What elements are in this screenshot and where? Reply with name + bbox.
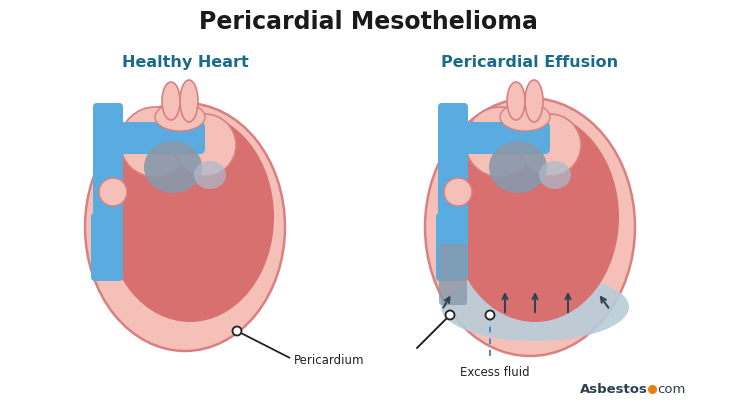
Ellipse shape	[539, 162, 571, 190]
Ellipse shape	[194, 162, 226, 190]
Ellipse shape	[489, 142, 547, 194]
Ellipse shape	[425, 99, 635, 356]
Ellipse shape	[507, 83, 525, 121]
Ellipse shape	[155, 104, 205, 132]
Ellipse shape	[525, 81, 543, 123]
Ellipse shape	[441, 273, 629, 341]
FancyBboxPatch shape	[439, 244, 467, 305]
Text: Pericardial Mesothelioma: Pericardial Mesothelioma	[199, 10, 537, 34]
Text: Asbestos: Asbestos	[580, 383, 648, 396]
Ellipse shape	[180, 81, 198, 123]
Circle shape	[486, 311, 495, 320]
FancyBboxPatch shape	[115, 123, 205, 155]
FancyBboxPatch shape	[91, 213, 123, 281]
FancyBboxPatch shape	[438, 104, 468, 222]
Ellipse shape	[120, 108, 190, 177]
Ellipse shape	[99, 179, 127, 207]
Text: Pericardium: Pericardium	[294, 353, 364, 366]
Text: Pericardial Effusion: Pericardial Effusion	[442, 54, 618, 69]
FancyBboxPatch shape	[93, 104, 123, 222]
Ellipse shape	[85, 104, 285, 351]
Ellipse shape	[106, 113, 274, 322]
Ellipse shape	[444, 179, 472, 207]
Circle shape	[445, 311, 455, 320]
Ellipse shape	[500, 104, 550, 132]
Ellipse shape	[465, 108, 535, 177]
Circle shape	[233, 327, 241, 336]
Text: Healthy Heart: Healthy Heart	[121, 54, 248, 69]
FancyBboxPatch shape	[460, 123, 550, 155]
Ellipse shape	[174, 115, 236, 177]
Ellipse shape	[519, 115, 581, 177]
Text: com: com	[657, 383, 685, 396]
Ellipse shape	[162, 83, 180, 121]
FancyBboxPatch shape	[436, 213, 468, 281]
Text: Excess fluid: Excess fluid	[460, 365, 530, 378]
Ellipse shape	[451, 113, 619, 322]
Ellipse shape	[144, 142, 202, 194]
